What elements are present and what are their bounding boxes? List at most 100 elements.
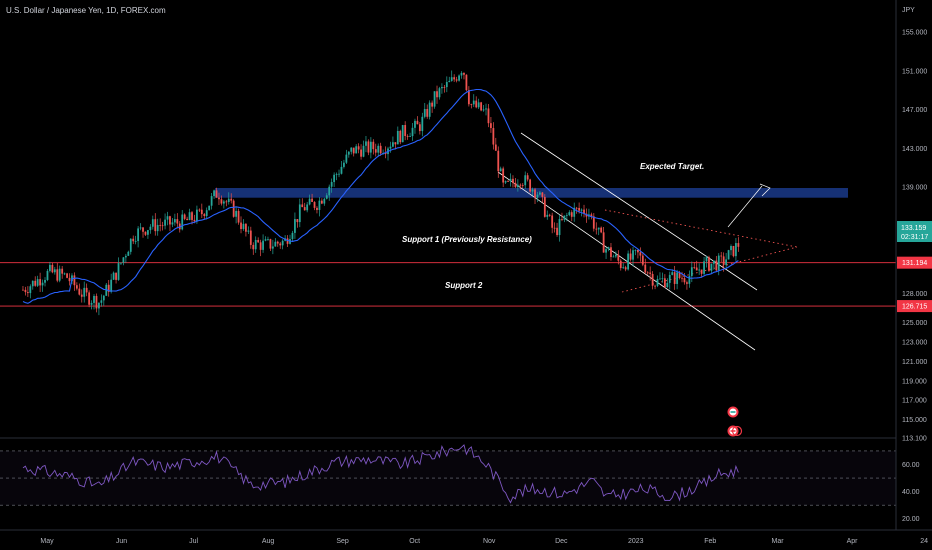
candle-body — [134, 241, 137, 242]
price-pane[interactable]: Expected Target. Support 1 (Previously R… — [0, 70, 896, 437]
candle-body — [438, 88, 441, 98]
candle-body — [421, 116, 424, 132]
candle-body — [95, 295, 98, 309]
time-tick-12: 24 — [920, 538, 928, 545]
candle-body — [365, 141, 367, 146]
candle-body — [340, 166, 343, 174]
candle-body — [338, 173, 340, 175]
channel-lower-line[interactable] — [497, 171, 756, 351]
candle-body — [519, 184, 522, 186]
candle-body — [296, 219, 299, 223]
candle-body — [602, 232, 605, 253]
candle-body — [267, 239, 269, 240]
rsi-levels — [0, 450, 896, 506]
moving-average-line — [22, 88, 739, 304]
candle-body — [259, 242, 262, 250]
candle-body — [369, 141, 372, 153]
price-tick-12: 117.000 — [902, 398, 927, 405]
candle-body — [279, 243, 282, 246]
support-tags: 131.194 126.715 — [897, 256, 932, 313]
candle-body — [240, 222, 242, 230]
candle-body — [205, 210, 208, 217]
candle-body — [693, 267, 696, 269]
candle-body — [191, 212, 193, 220]
candle-body — [232, 200, 235, 217]
support-tag-2: 126.715 — [902, 304, 927, 311]
candle-body — [727, 250, 730, 260]
candle-body — [536, 194, 539, 198]
candle-body — [558, 219, 561, 236]
candle-body — [22, 289, 24, 291]
candle-body — [492, 128, 495, 145]
rsi-axis[interactable]: 60.00 40.00 20.00 — [902, 462, 920, 523]
candle-body — [409, 136, 411, 137]
triangle-upper-line[interactable] — [604, 209, 798, 248]
candle-body — [294, 219, 296, 233]
price-tick-11: 119.000 — [902, 378, 927, 385]
candle-body — [164, 219, 166, 226]
candle-body — [44, 280, 46, 283]
candle-body — [632, 250, 634, 260]
candle-body — [595, 228, 598, 230]
candle-body — [436, 91, 438, 98]
candle-body — [218, 197, 220, 200]
price-tick-0: 155.000 — [902, 30, 927, 37]
candle-body — [541, 192, 544, 197]
channel-upper-line[interactable] — [520, 132, 758, 291]
candle-body — [117, 263, 120, 280]
candle-body — [203, 214, 206, 217]
candle-body — [563, 215, 566, 220]
candle-body — [565, 215, 568, 216]
time-tick-0: May — [40, 538, 54, 545]
price-tick-9: 123.000 — [902, 340, 927, 347]
candle-body — [372, 141, 375, 150]
candle-body — [384, 153, 387, 155]
candle-body — [463, 72, 465, 75]
candle-body — [521, 185, 524, 186]
last-price-tag: 133.159 02:31:17 — [897, 221, 932, 242]
candle-body — [227, 198, 230, 203]
candle-body — [142, 227, 144, 232]
candle-body — [477, 102, 480, 108]
candle-body — [100, 300, 103, 303]
candle-body — [235, 210, 238, 217]
candle-body — [161, 225, 164, 227]
candle-body — [281, 240, 284, 246]
candle-body — [575, 207, 578, 209]
candle-body — [262, 240, 264, 250]
price-tick-7: 128.000 — [902, 291, 927, 298]
time-tick-2: Jul — [189, 538, 198, 545]
candle-body — [61, 268, 64, 274]
candle-body — [509, 178, 512, 182]
candle-body — [200, 209, 203, 215]
candle-body — [198, 209, 201, 211]
candle-body — [85, 287, 88, 293]
countdown-timer: 02:31:17 — [901, 234, 928, 241]
time-tick-10: Mar — [772, 538, 785, 545]
candle-body — [448, 80, 451, 83]
candle-body — [169, 216, 171, 225]
time-tick-3: Aug — [262, 538, 275, 545]
candle-body — [237, 210, 240, 223]
candle-body — [36, 279, 39, 286]
time-axis[interactable]: May Jun Jul Aug Sep Oct Nov Dec 2023 Feb Mar Apr 24 — [40, 538, 928, 545]
candle-body — [343, 162, 345, 167]
indicator-icon-1[interactable] — [727, 406, 739, 418]
candle-body — [51, 264, 54, 273]
support2-annotation: Support 2 — [445, 281, 483, 290]
candle-body — [41, 282, 44, 286]
candle-body — [644, 264, 647, 273]
candle-body — [110, 279, 113, 292]
price-tick-14: 113.100 — [902, 436, 927, 443]
candle-body — [529, 179, 532, 192]
candle-body — [193, 219, 196, 222]
indicator-icon-2[interactable] — [727, 425, 743, 437]
candle-body — [247, 230, 250, 232]
candle-body — [661, 278, 664, 280]
candle-body — [316, 207, 318, 210]
price-tick-13: 115.000 — [902, 417, 927, 424]
candle-body — [147, 230, 149, 235]
candle-body — [335, 174, 338, 175]
candle-body — [367, 141, 370, 153]
